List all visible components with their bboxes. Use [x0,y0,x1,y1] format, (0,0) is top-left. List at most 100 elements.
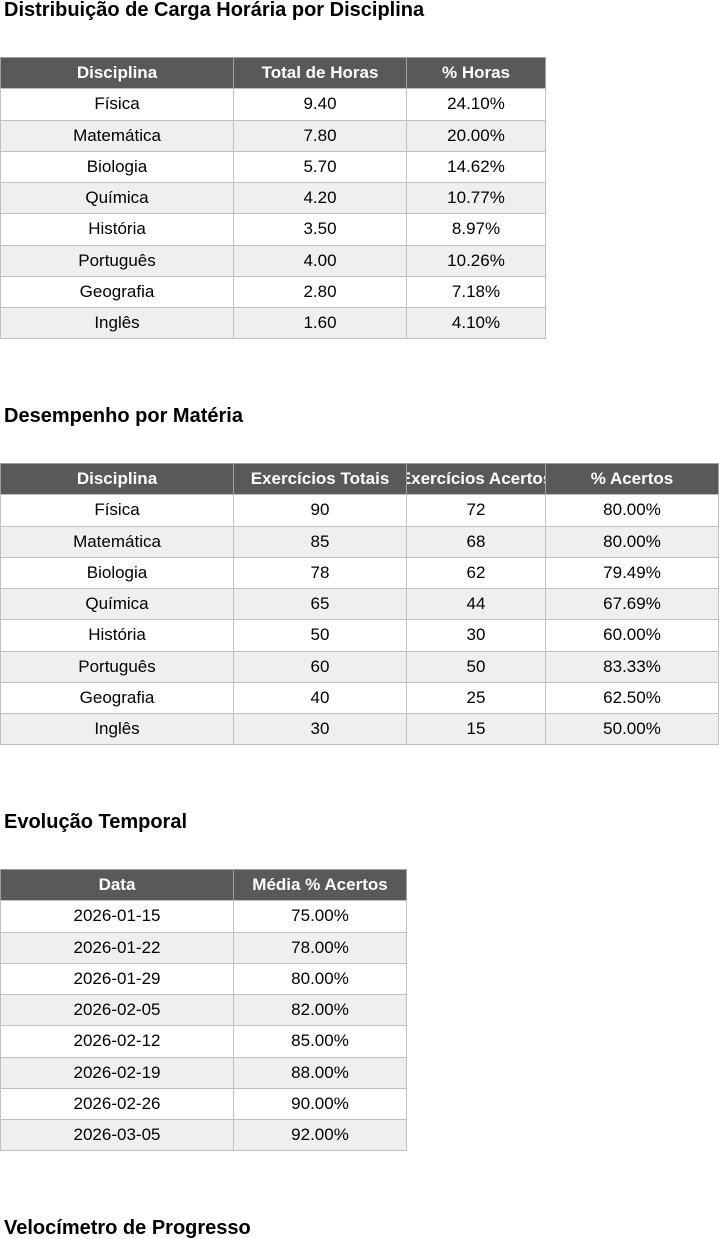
cell-text: 4.00 [303,250,337,270]
cell-text: 2026-02-19 [73,1062,161,1082]
table-cell: 75.00% [233,900,407,933]
table-cell: 72 [406,494,546,527]
header-cell: Exercícios Totais [233,463,407,496]
cell-text: 82.00% [291,1000,349,1020]
table-cell: 80.00% [545,494,719,527]
cell-text: 2026-02-05 [73,1000,161,1020]
cell-text: Inglês [94,719,140,739]
cell-text: 7.18% [451,281,501,301]
table-cell: 50.00% [545,713,719,746]
cell-text: 80.00% [603,531,661,551]
cell-text: 2026-01-22 [73,937,161,957]
cell-text: 50.00% [603,719,661,739]
table-cell: 2026-02-12 [0,1025,234,1058]
section-title: Distribuição de Carga Horária por Discip… [4,0,425,21]
header-cell: % Acertos [545,463,719,496]
table-cell: 83.33% [545,650,719,683]
cell-text: Química [85,594,149,614]
table-cell: 60.00% [545,619,719,652]
cell-text: 1.60 [303,313,337,333]
cell-text: Português [78,656,156,676]
cell-text: 2026-03-05 [73,1125,161,1145]
table-cell: 44 [406,588,546,621]
table-cell: 92.00% [233,1119,407,1152]
cell-text: 4.10% [451,313,501,333]
cell-text: História [88,625,146,645]
table-cell: 30 [406,619,546,652]
table-cell: Português [0,650,234,683]
table-cell: Matemática [0,119,234,152]
table-cell: 4.10% [406,307,546,340]
cell-text: 80.00% [291,968,349,988]
table-cell: 50 [406,650,546,683]
cell-text: 4.20 [303,188,337,208]
cell-text: História [88,219,146,239]
cell-text: 25 [466,687,486,707]
cell-text: 44 [466,594,486,614]
table-cell: Física [0,88,234,121]
cell-text: % Acertos [590,469,674,489]
cell-text: 88.00% [291,1062,349,1082]
table-cell: 2026-01-15 [0,900,234,933]
cell-text: 92.00% [291,1125,349,1145]
table-cell: 24.10% [406,88,546,121]
cell-text: Matemática [73,531,161,551]
header-cell: Disciplina [0,57,234,90]
cell-text: 68 [466,531,486,551]
header-cell: Disciplina [0,463,234,496]
cell-text: 2.80 [303,281,337,301]
table-cell: 10.77% [406,182,546,215]
table-cell: 14.62% [406,150,546,183]
cell-text: 40 [310,687,330,707]
table-cell: 67.69% [545,588,719,621]
cell-text: % Horas [441,63,511,83]
table-cell: 90.00% [233,1087,407,1120]
table-cell: Física [0,494,234,527]
table-cell: 68 [406,525,546,558]
table-cell: 78 [233,556,407,589]
table-cell: 65 [233,588,407,621]
table-cell: 2026-02-26 [0,1087,234,1120]
table-cell: 80.00% [545,525,719,558]
table-cell: 4.20 [233,182,407,215]
cell-text: 2026-01-29 [73,968,161,988]
cell-text: Física [94,500,140,520]
cell-text: 62.50% [603,687,661,707]
cell-text: 50 [310,625,330,645]
cell-text: Geografia [79,687,155,707]
cell-text: 60.00% [603,625,661,645]
cell-text: 72 [466,500,486,520]
cell-text: 8.97% [451,219,501,239]
cell-text: Português [78,250,156,270]
header-cell: % Horas [406,57,546,90]
table-cell: 90 [233,494,407,527]
table-cell: 2026-02-19 [0,1056,234,1089]
cell-text: 67.69% [603,594,661,614]
cell-text: Data [98,875,136,895]
cell-text: 62 [466,562,486,582]
table-cell: 2.80 [233,275,407,308]
header-cell: Total de Horas [233,57,407,90]
cell-text: Química [85,188,149,208]
cell-text: Exercícios Totais [250,469,390,489]
cell-text: 24.10% [447,94,505,114]
cell-text: 2026-01-15 [73,906,161,926]
cell-text: Disciplina [76,63,158,83]
cell-text: Biologia [86,156,148,176]
table-cell: Química [0,588,234,621]
table-cell: 10.26% [406,244,546,277]
cell-text: 90.00% [291,1093,349,1113]
table-cell: 30 [233,713,407,746]
section-title: Velocímetro de Progresso [4,1217,251,1239]
table-cell: 85.00% [233,1025,407,1058]
cell-text: 30 [466,625,486,645]
cell-text: 78 [310,562,330,582]
header-cell: Exercícios Acertos [406,463,546,496]
table-cell: 88.00% [233,1056,407,1089]
table-cell: 2026-01-29 [0,962,234,995]
table-cell: 7.18% [406,275,546,308]
table-cell: Química [0,182,234,215]
cell-text: 90 [310,500,330,520]
cell-text: 83.33% [603,656,661,676]
